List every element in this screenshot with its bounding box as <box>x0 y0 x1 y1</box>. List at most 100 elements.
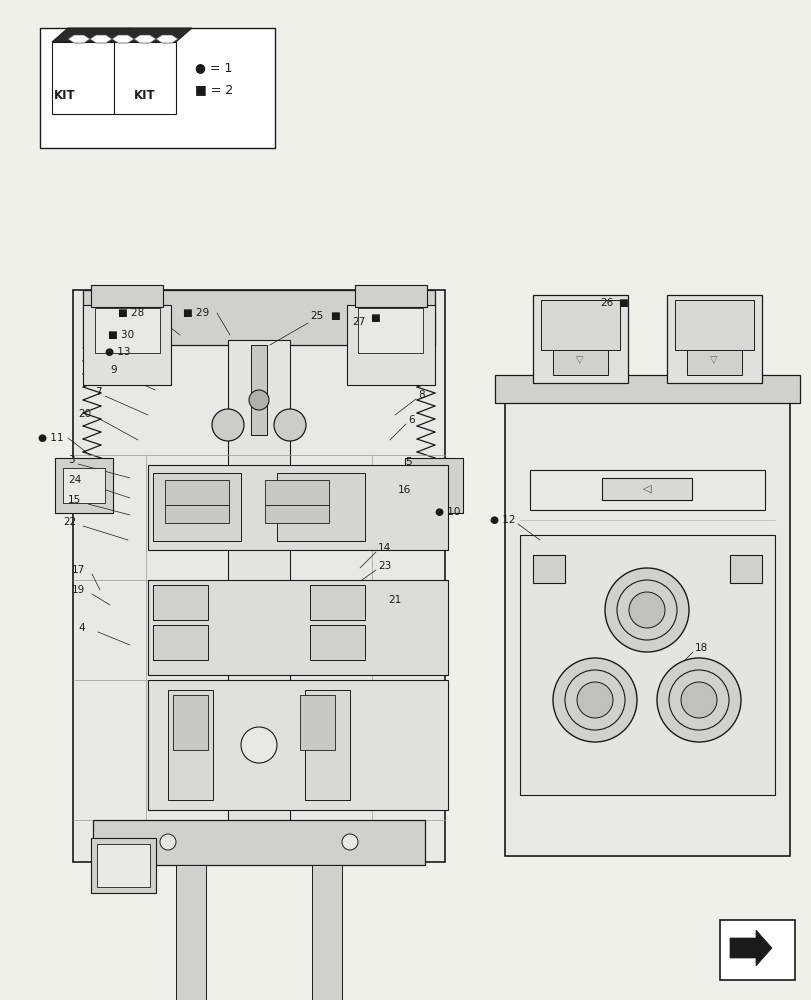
Text: 24: 24 <box>68 475 81 485</box>
Bar <box>346 305 435 385</box>
Circle shape <box>680 682 716 718</box>
Bar <box>354 285 427 307</box>
Bar <box>228 340 290 822</box>
Text: 8: 8 <box>418 390 424 400</box>
Bar <box>686 350 741 375</box>
Circle shape <box>160 834 176 850</box>
Bar <box>152 625 208 660</box>
Text: ■ 28: ■ 28 <box>118 308 144 318</box>
Text: ● 10: ● 10 <box>435 507 460 517</box>
Text: 17: 17 <box>72 565 85 575</box>
Circle shape <box>241 727 277 763</box>
Bar <box>114 42 176 114</box>
Text: ■: ■ <box>329 311 339 321</box>
Bar <box>93 820 424 865</box>
Polygon shape <box>134 35 156 43</box>
Text: ■ 30: ■ 30 <box>108 330 134 340</box>
Bar <box>311 865 341 1000</box>
Polygon shape <box>90 35 112 43</box>
Bar <box>251 345 267 435</box>
Circle shape <box>668 670 728 730</box>
Text: 9: 9 <box>109 365 117 375</box>
Bar <box>52 42 114 114</box>
Text: ◁: ◁ <box>642 484 650 494</box>
Bar <box>666 295 761 383</box>
Text: ● 13: ● 13 <box>105 347 131 357</box>
Bar <box>264 505 328 523</box>
Text: ■ = 2: ■ = 2 <box>195 84 233 97</box>
Bar <box>495 375 799 403</box>
Bar <box>91 285 163 307</box>
Polygon shape <box>156 35 178 43</box>
Circle shape <box>341 834 358 850</box>
Text: 7: 7 <box>95 387 101 397</box>
Circle shape <box>656 658 740 742</box>
Circle shape <box>577 682 612 718</box>
Bar <box>277 473 365 541</box>
Text: 5: 5 <box>405 457 411 467</box>
Bar <box>148 465 448 550</box>
Bar <box>152 585 208 620</box>
Text: ■: ■ <box>617 298 627 308</box>
Bar <box>674 300 753 350</box>
Bar <box>83 290 435 345</box>
Text: ● = 1: ● = 1 <box>195 62 232 75</box>
Text: 26: 26 <box>599 298 612 308</box>
Bar <box>552 350 607 375</box>
Text: 3: 3 <box>68 455 75 465</box>
Bar <box>299 695 335 750</box>
Bar <box>95 308 160 353</box>
Text: 18: 18 <box>694 643 707 653</box>
Polygon shape <box>52 28 191 42</box>
Bar <box>176 865 206 1000</box>
Bar <box>405 458 462 513</box>
Bar <box>397 468 439 503</box>
Bar <box>310 625 365 660</box>
Bar <box>91 838 156 893</box>
Bar <box>63 468 105 503</box>
Circle shape <box>273 409 306 441</box>
Bar <box>173 695 208 750</box>
Text: ■: ■ <box>370 313 380 323</box>
Text: 22: 22 <box>63 517 76 527</box>
Text: 4: 4 <box>78 623 84 633</box>
Bar <box>97 844 150 887</box>
Bar <box>148 580 448 675</box>
Polygon shape <box>112 35 134 43</box>
Bar <box>40 28 275 148</box>
Text: 6: 6 <box>407 415 414 425</box>
Bar <box>83 305 171 385</box>
Bar <box>530 470 764 510</box>
Text: ■ 29: ■ 29 <box>182 308 209 318</box>
Text: KIT: KIT <box>134 89 156 102</box>
Text: ▽: ▽ <box>576 355 583 365</box>
Circle shape <box>616 580 676 640</box>
Bar <box>310 585 365 620</box>
Bar <box>504 395 789 856</box>
Text: 25: 25 <box>310 311 323 321</box>
Bar <box>601 478 691 500</box>
Bar <box>168 690 212 800</box>
Bar <box>729 555 761 583</box>
Bar <box>519 535 774 795</box>
Bar <box>73 290 444 862</box>
Bar <box>305 690 350 800</box>
Bar <box>148 680 448 810</box>
Bar <box>540 300 620 350</box>
Text: ▽: ▽ <box>710 355 717 365</box>
Bar <box>152 473 241 541</box>
Circle shape <box>604 568 689 652</box>
Circle shape <box>629 592 664 628</box>
Text: ● 12: ● 12 <box>489 515 515 525</box>
Text: 27: 27 <box>351 317 365 327</box>
Circle shape <box>249 390 268 410</box>
Polygon shape <box>68 35 90 43</box>
Text: KIT: KIT <box>54 89 75 102</box>
Bar <box>165 505 229 523</box>
Text: 19: 19 <box>72 585 85 595</box>
Bar <box>264 480 328 505</box>
Polygon shape <box>729 930 771 966</box>
Bar <box>532 555 564 583</box>
Text: 20: 20 <box>78 409 91 419</box>
Bar <box>532 295 627 383</box>
